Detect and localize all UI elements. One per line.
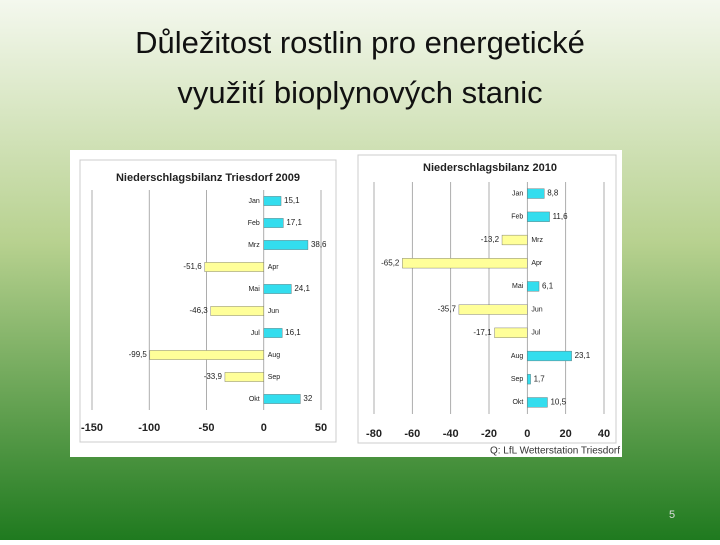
category-label: Mrz <box>531 237 543 244</box>
chart-frame <box>357 154 617 444</box>
value-label: -46,3 <box>190 306 209 315</box>
value-label: -65,2 <box>381 258 400 267</box>
bar <box>527 374 531 385</box>
category-label: Apr <box>268 264 280 271</box>
bar <box>494 327 528 338</box>
x-tick-label: -50 <box>199 422 215 434</box>
x-tick-label: -100 <box>138 422 160 434</box>
value-label: -51,6 <box>183 262 202 271</box>
bar <box>527 281 540 292</box>
value-label: 15,1 <box>284 196 300 205</box>
slide-title: využití bioplynových stanic <box>177 75 542 110</box>
category-label: Jun <box>268 308 279 315</box>
value-label: -99,5 <box>129 350 148 359</box>
value-label: 10,5 <box>550 398 566 407</box>
bar <box>204 262 264 272</box>
x-tick-label: 50 <box>315 422 327 434</box>
category-label: Feb <box>248 220 260 227</box>
category-label: Feb <box>511 214 523 221</box>
category-label: Okt <box>512 399 523 406</box>
value-label: 1,7 <box>534 374 546 383</box>
x-tick-label: -60 <box>404 428 420 440</box>
slide-title: Důležitost rostlin pro energetické <box>135 25 585 60</box>
value-label: -33,9 <box>204 372 223 381</box>
bar <box>527 397 548 408</box>
value-label: 11,6 <box>553 212 569 221</box>
value-label: 17,1 <box>286 218 302 227</box>
value-label: 24,1 <box>294 284 310 293</box>
category-label: Jul <box>531 330 540 337</box>
value-label: 6,1 <box>542 282 554 291</box>
bar <box>263 218 284 228</box>
value-label: 8,8 <box>547 189 559 198</box>
category-label: Jan <box>248 198 259 205</box>
category-label: Aug <box>511 353 524 360</box>
bar <box>527 350 572 362</box>
bar <box>263 394 301 404</box>
bar <box>501 234 528 246</box>
category-label: Aug <box>268 352 281 359</box>
value-label: -35,7 <box>438 305 457 314</box>
value-label: 32 <box>303 394 312 403</box>
page-number: 5 <box>669 509 675 521</box>
category-label: Jul <box>251 330 260 337</box>
bar <box>458 304 528 315</box>
category-label: Apr <box>531 260 543 267</box>
value-label: -17,1 <box>473 328 492 337</box>
bar <box>224 372 264 382</box>
bar <box>527 188 545 199</box>
x-tick-label: -40 <box>443 428 459 440</box>
chart-title: Niederschlagsbilanz 2010 <box>423 162 557 174</box>
bar <box>149 350 264 360</box>
category-label: Okt <box>249 396 260 403</box>
source: Q: LfL Wetterstation Triesdorf <box>490 446 620 457</box>
category-label: Sep <box>511 376 524 383</box>
x-tick-label: -20 <box>481 428 497 440</box>
x-tick-label: -80 <box>366 428 382 440</box>
category-label: Jun <box>531 306 542 313</box>
category-label: Mrz <box>248 242 260 249</box>
x-tick-label: 0 <box>524 428 530 440</box>
bar <box>263 284 292 294</box>
bar <box>263 328 283 338</box>
bar <box>263 240 309 250</box>
category-label: Mai <box>512 283 524 290</box>
chart-title: Niederschlagsbilanz Triesdorf 2009 <box>116 172 300 184</box>
value-label: 23,1 <box>575 351 591 360</box>
bar <box>527 211 550 222</box>
x-tick-label: 0 <box>261 422 267 434</box>
x-tick-label: -150 <box>81 422 103 434</box>
category-label: Sep <box>268 374 281 381</box>
category-label: Mai <box>248 286 260 293</box>
bar <box>402 258 528 269</box>
category-label: Jan <box>512 190 523 197</box>
x-tick-label: 20 <box>560 428 572 440</box>
x-tick-label: 40 <box>598 428 610 440</box>
value-label: 16,1 <box>285 328 301 337</box>
bar <box>263 196 282 206</box>
value-label: -13,2 <box>481 235 500 244</box>
value-label: 38,6 <box>311 240 327 249</box>
chart-frame <box>79 159 337 443</box>
bar <box>210 306 264 316</box>
